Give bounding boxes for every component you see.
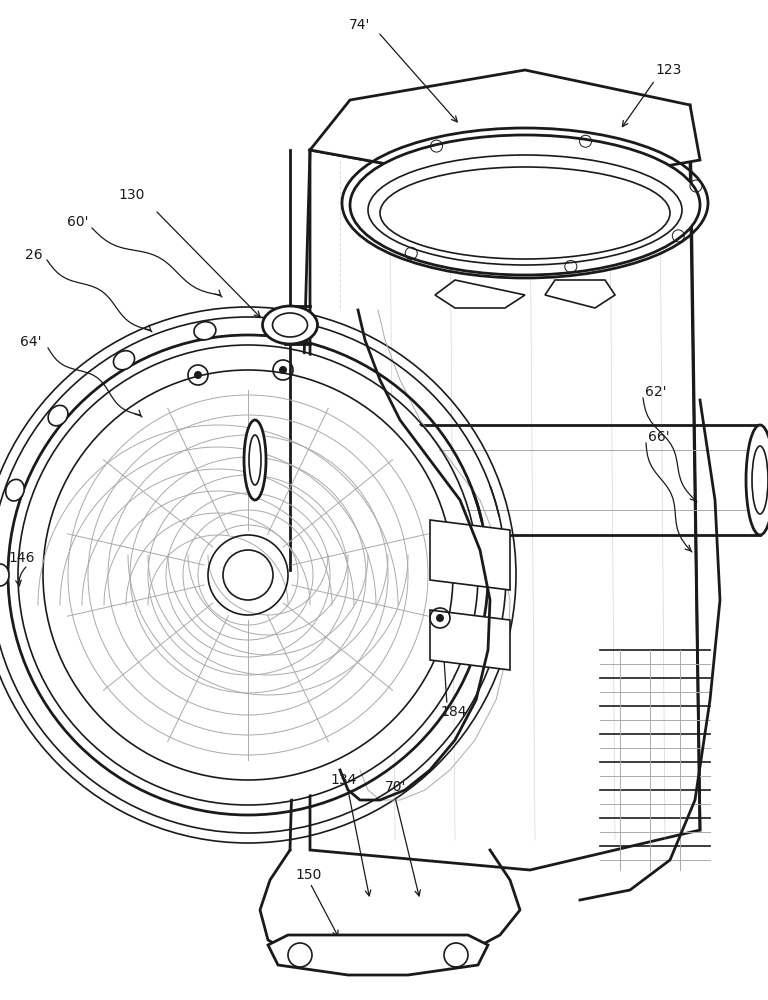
Polygon shape — [430, 610, 510, 670]
Text: 70': 70' — [385, 780, 406, 794]
Circle shape — [279, 366, 287, 374]
Text: 26: 26 — [25, 248, 43, 262]
Text: 64': 64' — [20, 335, 41, 349]
Ellipse shape — [380, 167, 670, 259]
Text: 134: 134 — [330, 773, 356, 787]
Text: 184: 184 — [440, 705, 466, 719]
Polygon shape — [310, 150, 700, 870]
Circle shape — [194, 371, 202, 379]
Polygon shape — [268, 935, 488, 975]
Text: 123: 123 — [655, 63, 681, 77]
Polygon shape — [545, 280, 615, 308]
Text: 62': 62' — [645, 385, 667, 399]
Ellipse shape — [194, 322, 216, 340]
Text: 66': 66' — [648, 430, 670, 444]
Ellipse shape — [114, 351, 134, 370]
Circle shape — [20, 347, 476, 803]
Text: 146: 146 — [8, 551, 35, 565]
Polygon shape — [430, 520, 510, 590]
Ellipse shape — [0, 564, 9, 586]
Ellipse shape — [249, 435, 261, 485]
Ellipse shape — [48, 405, 68, 426]
Text: 60': 60' — [67, 215, 88, 229]
Ellipse shape — [244, 420, 266, 500]
Polygon shape — [310, 70, 700, 190]
Ellipse shape — [273, 313, 307, 337]
Ellipse shape — [746, 425, 768, 535]
Circle shape — [436, 614, 444, 622]
Ellipse shape — [350, 135, 700, 275]
Text: 130: 130 — [118, 188, 145, 202]
Text: 74': 74' — [349, 18, 371, 32]
Polygon shape — [435, 280, 525, 308]
Ellipse shape — [5, 479, 25, 501]
Text: 150: 150 — [295, 868, 321, 882]
Ellipse shape — [263, 306, 317, 344]
Ellipse shape — [368, 155, 682, 265]
Ellipse shape — [752, 446, 768, 514]
